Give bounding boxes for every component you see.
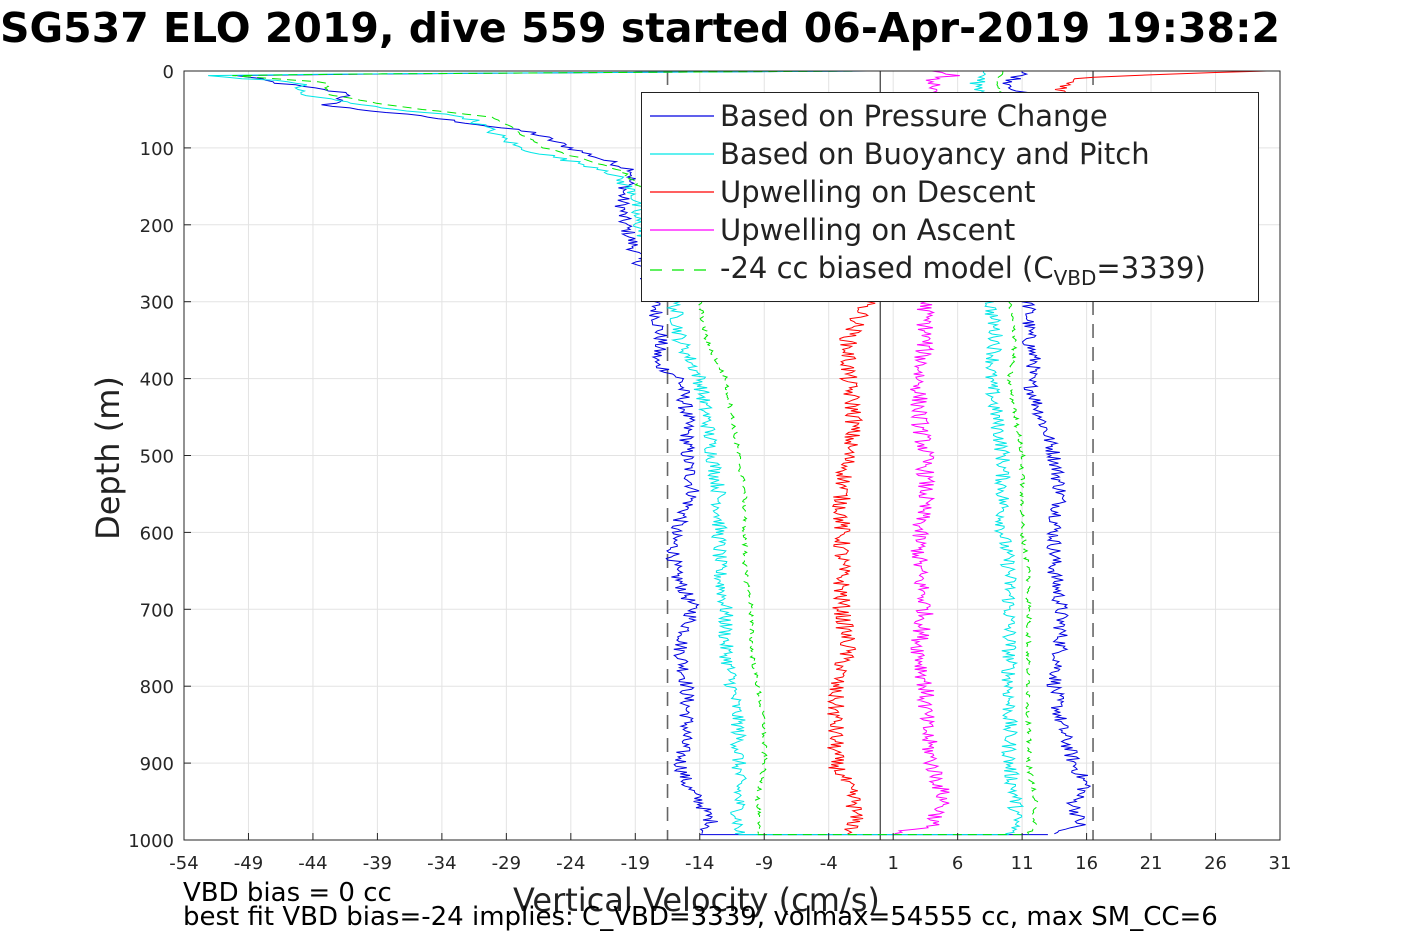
y-axis-label: Depth (m) (89, 376, 127, 540)
x-tick-label: -9 (755, 853, 773, 874)
x-tick-label: 21 (1140, 853, 1163, 874)
x-tick-label: 31 (1269, 853, 1292, 874)
vbd-bias-text: VBD bias = 0 cc (183, 878, 392, 908)
y-tick-label: 0 (163, 62, 174, 83)
legend-entry-upwelling-ascent: Upwelling on Ascent (642, 210, 1258, 248)
y-tick-label: 300 (140, 293, 174, 314)
legend-label: Upwelling on Ascent (720, 213, 1016, 247)
series-line-0-descent (236, 70, 868, 834)
legend: Based on Pressure Change Based on Buoyan… (641, 92, 1259, 302)
y-tick-label: 600 (140, 523, 174, 544)
legend-entry-pressure: Based on Pressure Change (642, 96, 1258, 134)
y-tick-label: 100 (140, 139, 174, 160)
x-tick-label: 1 (887, 853, 898, 874)
x-tick-label: -4 (820, 853, 838, 874)
x-axis-label: Vertical Velocity (cm/s) (513, 881, 880, 919)
series-line-1-descent (208, 70, 868, 835)
x-tick-label: -54 (169, 853, 198, 874)
y-tick-label: 800 (140, 677, 174, 698)
legend-label: Upwelling on Descent (720, 175, 1036, 209)
x-tick-label: -29 (492, 853, 521, 874)
legend-entry-biased-model: -24 cc biased model (CVBD=3339) (642, 248, 1258, 290)
legend-label: -24 cc biased model (CVBD=3339) (720, 251, 1206, 290)
y-tick-label: 1000 (128, 831, 174, 852)
y-tick-label: 500 (140, 447, 174, 468)
legend-entry-upwelling-descent: Upwelling on Descent (642, 172, 1258, 210)
y-tick-label: 400 (140, 370, 174, 391)
x-tick-label: -14 (685, 853, 714, 874)
x-tick-label: -44 (298, 853, 327, 874)
legend-entry-buoyancy: Based on Buoyancy and Pitch (642, 134, 1258, 172)
ticks: -54 -49 -44 -39 -34 -29 -24 -19 -14 -9 -4 1 6 11 16 21 2… (128, 62, 1291, 874)
x-tick-label: 6 (952, 853, 963, 874)
x-tick-label: -24 (556, 853, 585, 874)
x-tick-label: -49 (234, 853, 263, 874)
x-tick-label: 16 (1075, 853, 1098, 874)
legend-label: Based on Pressure Change (720, 99, 1108, 133)
x-tick-label: -39 (363, 853, 392, 874)
x-tick-label: -34 (427, 853, 456, 874)
y-tick-label: 900 (140, 754, 174, 775)
best-fit-text: best fit VBD bias=-24 implies: C_VBD=333… (183, 902, 1218, 932)
chart-title: SG537 ELO 2019, dive 559 started 06-Apr-… (0, 4, 1280, 52)
legend-label: Based on Buoyancy and Pitch (720, 137, 1150, 171)
x-tick-label: -19 (621, 853, 650, 874)
series-line-4-ascent (995, 71, 1039, 835)
y-tick-label: 200 (140, 216, 174, 237)
x-tick-label: 11 (1011, 853, 1034, 874)
y-tick-label: 700 (140, 600, 174, 621)
x-tick-label: 26 (1204, 853, 1227, 874)
